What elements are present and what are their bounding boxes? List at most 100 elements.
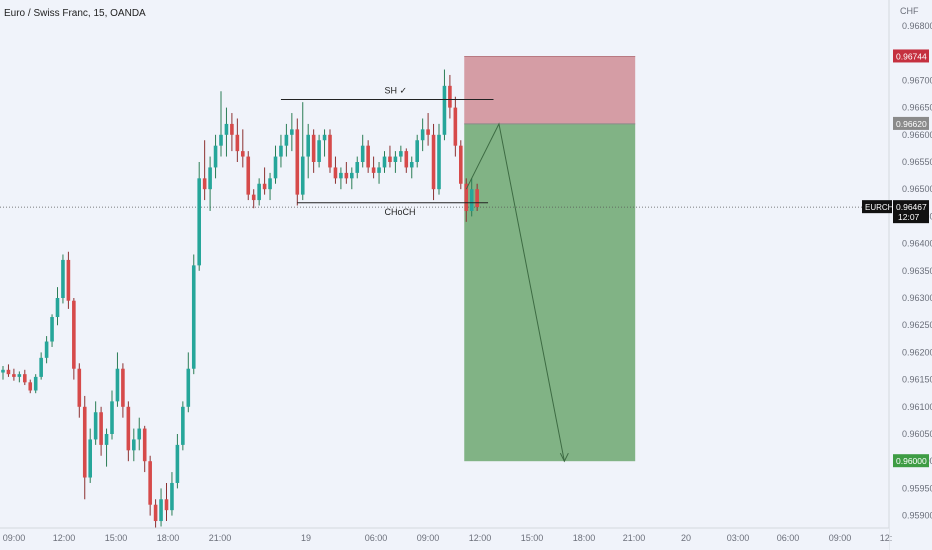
candle[interactable] — [273, 145, 278, 184]
candle-body[interactable] — [366, 145, 370, 168]
candle[interactable] — [72, 298, 76, 380]
candle[interactable] — [322, 129, 327, 157]
candle-body[interactable] — [55, 298, 60, 318]
candle[interactable] — [262, 167, 267, 195]
candle-body[interactable] — [317, 140, 321, 162]
candle-body[interactable] — [208, 167, 212, 190]
candle[interactable] — [142, 425, 147, 473]
candle-body[interactable] — [404, 151, 409, 168]
candle-body[interactable] — [104, 434, 109, 445]
candle[interactable] — [148, 455, 152, 516]
candle[interactable] — [300, 102, 305, 201]
candle-body[interactable] — [426, 129, 430, 135]
candle[interactable] — [12, 368, 16, 381]
candle-body[interactable] — [170, 482, 174, 511]
candle[interactable] — [93, 401, 98, 445]
candle-body[interactable] — [39, 357, 43, 377]
candle[interactable] — [110, 390, 114, 440]
candle[interactable] — [442, 69, 447, 141]
candle[interactable] — [88, 428, 92, 483]
candle-body[interactable] — [431, 134, 436, 190]
candle[interactable] — [448, 74, 452, 119]
candle[interactable] — [6, 364, 11, 377]
candle-body[interactable] — [142, 428, 147, 462]
candle[interactable] — [230, 113, 234, 152]
candle[interactable] — [181, 401, 185, 451]
candle[interactable] — [99, 406, 103, 456]
candle-body[interactable] — [306, 134, 310, 157]
candle[interactable] — [464, 178, 469, 222]
candle[interactable] — [388, 145, 392, 168]
candle-body[interactable] — [224, 123, 229, 135]
candle[interactable] — [159, 488, 163, 527]
candle-body[interactable] — [388, 156, 392, 162]
candle[interactable] — [317, 134, 321, 168]
candle[interactable] — [33, 374, 38, 394]
candle-body[interactable] — [99, 412, 103, 445]
candle-body[interactable] — [393, 156, 398, 162]
candle[interactable] — [453, 96, 458, 157]
candle-body[interactable] — [164, 499, 169, 511]
candle-body[interactable] — [61, 259, 65, 298]
candle-body[interactable] — [132, 439, 136, 451]
candle[interactable] — [382, 151, 387, 173]
candle-body[interactable] — [33, 376, 38, 391]
candle[interactable] — [360, 134, 365, 168]
candle-body[interactable] — [230, 123, 234, 135]
candle[interactable] — [126, 401, 131, 462]
candle-body[interactable] — [464, 183, 469, 211]
candle[interactable] — [366, 140, 370, 173]
candle-body[interactable] — [6, 369, 11, 375]
candle-body[interactable] — [202, 178, 207, 190]
projection-path[interactable] — [465, 122, 565, 462]
candle[interactable] — [426, 113, 430, 146]
candle-body[interactable] — [148, 461, 152, 505]
candle-body[interactable] — [322, 134, 327, 141]
candle-body[interactable] — [88, 439, 92, 478]
candle-body[interactable] — [72, 300, 76, 369]
candle[interactable] — [279, 134, 283, 168]
candle[interactable] — [197, 162, 201, 271]
candle-body[interactable] — [409, 162, 414, 168]
candle-body[interactable] — [273, 156, 278, 179]
candle-body[interactable] — [213, 145, 218, 168]
candle-body[interactable] — [12, 374, 16, 377]
candle-body[interactable] — [437, 134, 441, 190]
candle[interactable] — [415, 134, 419, 168]
candle-body[interactable] — [371, 167, 376, 173]
candle[interactable] — [1, 366, 5, 380]
candle-body[interactable] — [399, 151, 403, 157]
candle[interactable] — [104, 428, 109, 467]
candle-body[interactable] — [475, 189, 479, 208]
candle-body[interactable] — [442, 85, 447, 135]
candle[interactable] — [208, 156, 212, 211]
candle[interactable] — [115, 352, 120, 407]
candle[interactable] — [333, 156, 338, 184]
candle[interactable] — [437, 123, 441, 195]
candle-body[interactable] — [262, 183, 267, 190]
candle-body[interactable] — [126, 406, 131, 451]
candle-body[interactable] — [448, 85, 452, 108]
candle-body[interactable] — [159, 499, 163, 522]
candle[interactable] — [431, 123, 436, 201]
time-axis-panel[interactable] — [0, 528, 889, 550]
candle[interactable] — [404, 148, 409, 173]
candle-body[interactable] — [257, 183, 261, 201]
candle[interactable] — [420, 118, 425, 152]
candle-body[interactable] — [82, 406, 87, 478]
candle[interactable] — [371, 156, 376, 179]
candle-body[interactable] — [28, 382, 33, 391]
candle[interactable] — [295, 118, 300, 206]
candle-body[interactable] — [17, 374, 22, 377]
candle[interactable] — [306, 123, 310, 179]
candle[interactable] — [191, 254, 196, 375]
candle[interactable] — [377, 162, 381, 184]
candle-body[interactable] — [50, 317, 54, 342]
candle-body[interactable] — [251, 194, 256, 201]
candle[interactable] — [66, 251, 71, 309]
candle-body[interactable] — [459, 145, 463, 184]
candle-body[interactable] — [115, 368, 120, 402]
candle[interactable] — [355, 156, 360, 179]
candle-body[interactable] — [300, 156, 305, 195]
